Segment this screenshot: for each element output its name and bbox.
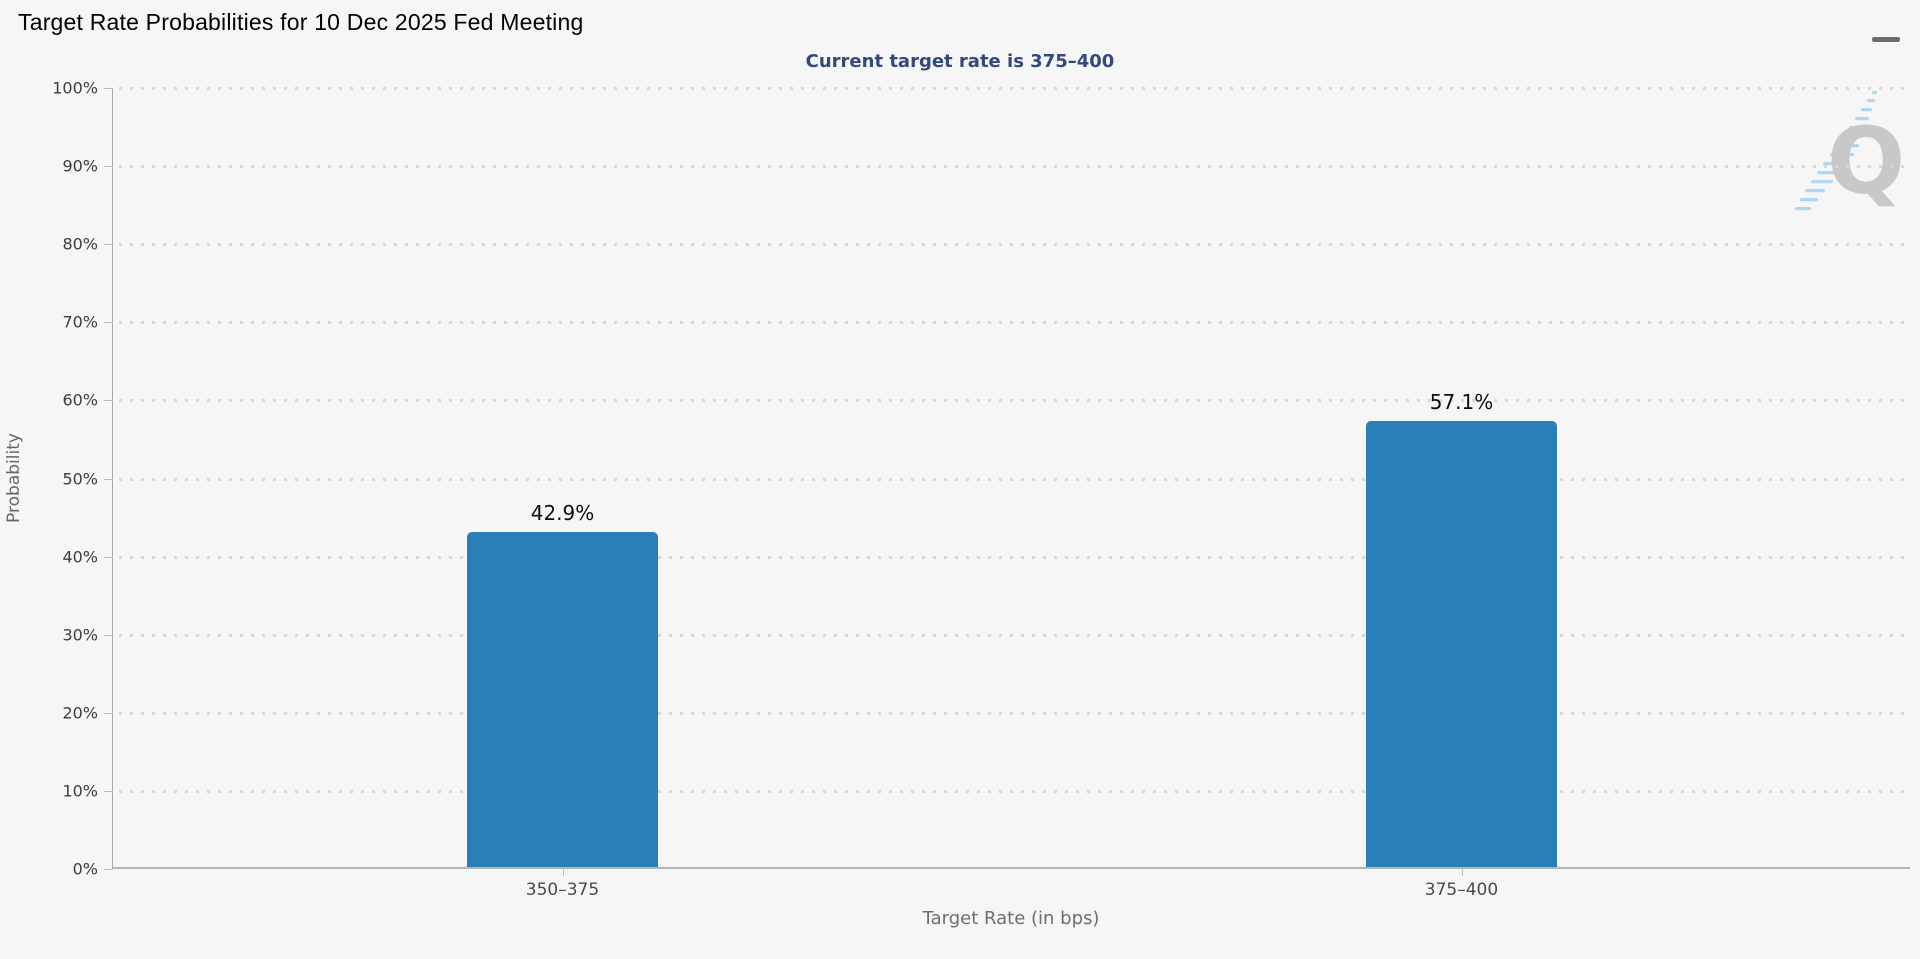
y-axis-tick-label: 40%	[62, 547, 98, 567]
y-axis-tick-label: 50%	[62, 469, 98, 488]
bar-value-label: 42.9%	[530, 500, 595, 525]
gridline	[119, 789, 1910, 793]
y-axis-tick	[104, 88, 113, 89]
y-axis-tick	[104, 478, 113, 480]
x-axis-title: Target Rate (in bps)	[922, 908, 1100, 929]
y-axis-tick	[104, 166, 113, 168]
y-axis-tick	[104, 322, 113, 324]
probability-bar[interactable]	[1366, 421, 1557, 867]
y-axis-tick-label: 30%	[62, 625, 98, 645]
chart-subtitle: Current target rate is 375–400	[805, 51, 1115, 72]
y-axis-tick-label: 100%	[52, 78, 98, 98]
gridline	[119, 165, 1910, 169]
gridline	[119, 711, 1910, 715]
x-axis-tick	[562, 867, 564, 876]
bar-value-label: 57.1%	[1429, 390, 1494, 415]
y-axis-tick-label: 0%	[72, 859, 98, 879]
y-axis-tick-label: 20%	[62, 703, 98, 723]
quikstrike-watermark-icon: Q	[1795, 91, 1902, 215]
hamburger-menu-icon[interactable]	[1872, 19, 1900, 42]
hamburger-bar	[1872, 37, 1900, 42]
gridline	[119, 555, 1910, 559]
page-title: Target Rate Probabilities for 10 Dec 202…	[18, 9, 584, 35]
y-axis-tick	[104, 712, 113, 714]
plot-area: Q 0% 10% 20% 30% 40% 50% 60% 70% 80% 90% 100% 42.9%…	[52, 79, 1910, 900]
gridline	[119, 243, 1910, 247]
y-axis-tick-label: 80%	[62, 234, 98, 254]
y-axis-tick-label: 10%	[62, 781, 98, 801]
y-axis-title: Probability	[4, 433, 24, 523]
y-axis-tick	[104, 244, 113, 246]
gridline	[119, 399, 1910, 403]
gridline	[119, 321, 1910, 325]
x-axis-tick-label: 375–400	[1424, 880, 1499, 900]
gridline	[119, 87, 1910, 90]
x-axis-tick-label: 350–375	[525, 880, 600, 900]
y-axis-tick	[104, 556, 113, 558]
y-axis-tick-label: 60%	[62, 390, 98, 410]
y-axis-tick	[104, 790, 113, 792]
gridline	[119, 633, 1910, 637]
probability-bar[interactable]	[467, 531, 658, 867]
y-axis-tick	[104, 869, 113, 870]
y-axis-tick	[104, 400, 113, 402]
y-axis-tick-label: 70%	[62, 312, 98, 332]
x-axis-tick	[1461, 867, 1463, 876]
gridline	[119, 477, 1910, 481]
y-axis-tick	[104, 634, 113, 636]
y-axis-tick-label: 90%	[62, 156, 98, 176]
svg-text:Q: Q	[1827, 108, 1902, 215]
